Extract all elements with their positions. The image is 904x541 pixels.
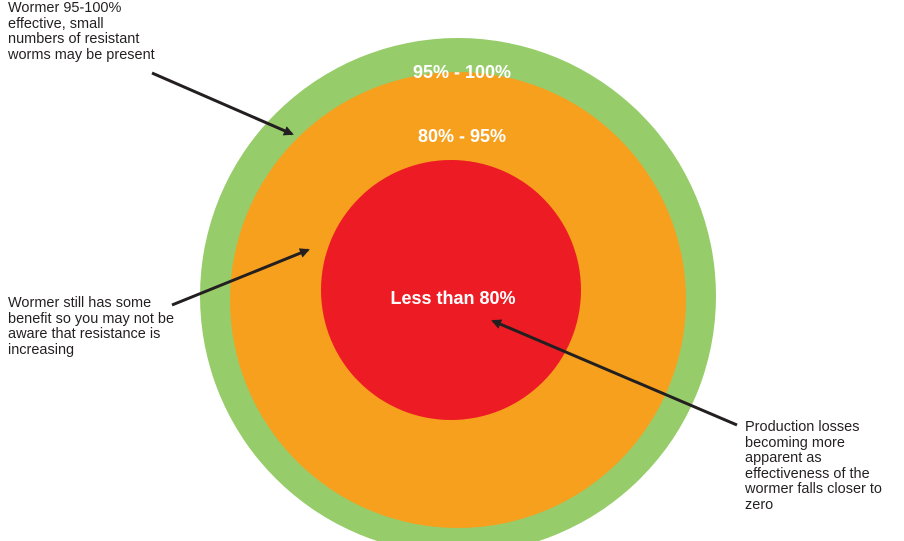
arrow-inner xyxy=(491,319,738,427)
inner-circle xyxy=(321,160,581,420)
annotation-outer-ring: Wormer 95-100% effective, small numbers … xyxy=(8,0,155,63)
middle-ring-label: 80% - 95% xyxy=(418,126,506,146)
annotation-inner-circle: Production losses becoming more apparent… xyxy=(745,419,882,513)
outer-ring-label: 95% - 100% xyxy=(413,62,511,82)
arrow-outer xyxy=(151,71,294,136)
inner-circle-label: Less than 80% xyxy=(390,288,515,308)
arrow-middle xyxy=(171,248,310,307)
annotation-middle-ring: Wormer still has some benefit so you may… xyxy=(8,295,175,358)
